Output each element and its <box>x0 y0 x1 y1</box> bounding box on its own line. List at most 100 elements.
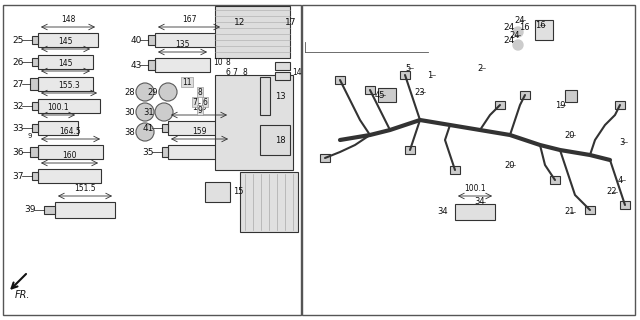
Bar <box>30 78 38 90</box>
Bar <box>275 62 290 70</box>
Bar <box>38 55 93 69</box>
Bar <box>302 5 635 315</box>
Text: 27: 27 <box>12 79 24 89</box>
Bar <box>615 101 625 109</box>
Text: 3: 3 <box>620 138 625 147</box>
Bar <box>495 101 505 109</box>
Text: 11: 11 <box>182 77 192 86</box>
Text: 40: 40 <box>131 36 141 44</box>
Bar <box>168 145 231 159</box>
Text: 45: 45 <box>375 91 385 100</box>
Text: 151.5: 151.5 <box>74 184 96 193</box>
Text: 34: 34 <box>475 197 485 206</box>
Bar <box>260 125 290 155</box>
Bar <box>168 121 230 135</box>
Bar <box>38 145 103 159</box>
Text: 135: 135 <box>175 40 189 49</box>
Text: 100.1: 100.1 <box>464 184 486 193</box>
Bar <box>155 58 210 72</box>
Text: 5: 5 <box>405 63 411 73</box>
Text: 22: 22 <box>607 188 617 196</box>
Text: 4: 4 <box>618 175 623 185</box>
Bar <box>400 71 410 79</box>
Text: 25: 25 <box>12 36 24 44</box>
Text: 16: 16 <box>534 20 545 29</box>
Circle shape <box>513 40 523 50</box>
Text: 167: 167 <box>182 15 196 24</box>
Text: 159: 159 <box>192 127 207 136</box>
Circle shape <box>159 83 177 101</box>
Text: 6: 6 <box>225 68 230 76</box>
Text: 24: 24 <box>504 22 515 31</box>
Text: 155.3: 155.3 <box>58 81 80 90</box>
Text: 35: 35 <box>142 148 154 156</box>
Text: 8: 8 <box>226 58 230 67</box>
Circle shape <box>513 27 523 37</box>
Bar <box>162 147 168 157</box>
Bar <box>148 60 155 70</box>
Circle shape <box>155 103 173 121</box>
Bar <box>365 86 375 94</box>
Text: 8: 8 <box>198 87 202 97</box>
Text: 29: 29 <box>148 87 158 97</box>
Bar <box>620 201 630 209</box>
Text: 20: 20 <box>505 161 515 170</box>
Text: 41: 41 <box>142 124 154 132</box>
Bar <box>240 172 298 232</box>
Text: 17: 17 <box>285 18 296 27</box>
Text: 160: 160 <box>62 151 77 160</box>
Text: 31: 31 <box>144 108 154 116</box>
Text: FR.: FR. <box>14 290 29 300</box>
Text: 24: 24 <box>504 36 515 44</box>
Bar <box>32 36 38 44</box>
Bar <box>450 166 460 174</box>
Text: 16: 16 <box>520 22 530 31</box>
Text: 7: 7 <box>193 98 197 107</box>
Text: 148: 148 <box>61 15 75 24</box>
Text: 2: 2 <box>477 63 483 73</box>
Text: 20: 20 <box>564 131 575 140</box>
Bar <box>405 146 415 154</box>
Bar <box>148 35 155 45</box>
Bar <box>38 99 100 113</box>
Text: 12: 12 <box>234 18 246 27</box>
Bar <box>335 76 345 84</box>
Bar <box>38 33 98 47</box>
Text: 164.5: 164.5 <box>60 127 81 136</box>
Text: 9: 9 <box>198 106 202 115</box>
Bar <box>30 147 38 157</box>
Bar <box>162 124 168 132</box>
Bar <box>275 72 290 80</box>
Text: 33: 33 <box>12 124 24 132</box>
Text: 24: 24 <box>515 15 525 25</box>
Text: 14: 14 <box>292 68 301 76</box>
Bar <box>32 58 38 66</box>
Text: 43: 43 <box>131 60 141 69</box>
Bar <box>32 172 38 180</box>
Circle shape <box>136 83 154 101</box>
Text: 26: 26 <box>12 58 24 67</box>
Text: 38: 38 <box>125 127 136 137</box>
Bar <box>32 124 38 132</box>
Text: 18: 18 <box>275 135 285 145</box>
Text: 24: 24 <box>509 30 520 39</box>
Text: 100.1: 100.1 <box>47 103 69 112</box>
Bar <box>455 204 495 220</box>
Bar <box>3 5 301 315</box>
Text: 9: 9 <box>28 133 32 139</box>
Bar <box>520 91 530 99</box>
Bar <box>320 154 330 162</box>
Text: 15: 15 <box>233 188 243 196</box>
Bar <box>32 102 38 110</box>
Bar <box>44 206 55 214</box>
Bar <box>585 206 595 214</box>
Bar <box>205 182 230 202</box>
Text: 34: 34 <box>437 207 448 217</box>
Bar <box>38 121 78 135</box>
Text: 21: 21 <box>564 207 575 217</box>
Bar <box>38 169 101 183</box>
Text: 36: 36 <box>12 148 24 156</box>
Text: 30: 30 <box>125 108 135 116</box>
Text: 155: 155 <box>192 103 206 112</box>
Bar <box>215 75 293 170</box>
